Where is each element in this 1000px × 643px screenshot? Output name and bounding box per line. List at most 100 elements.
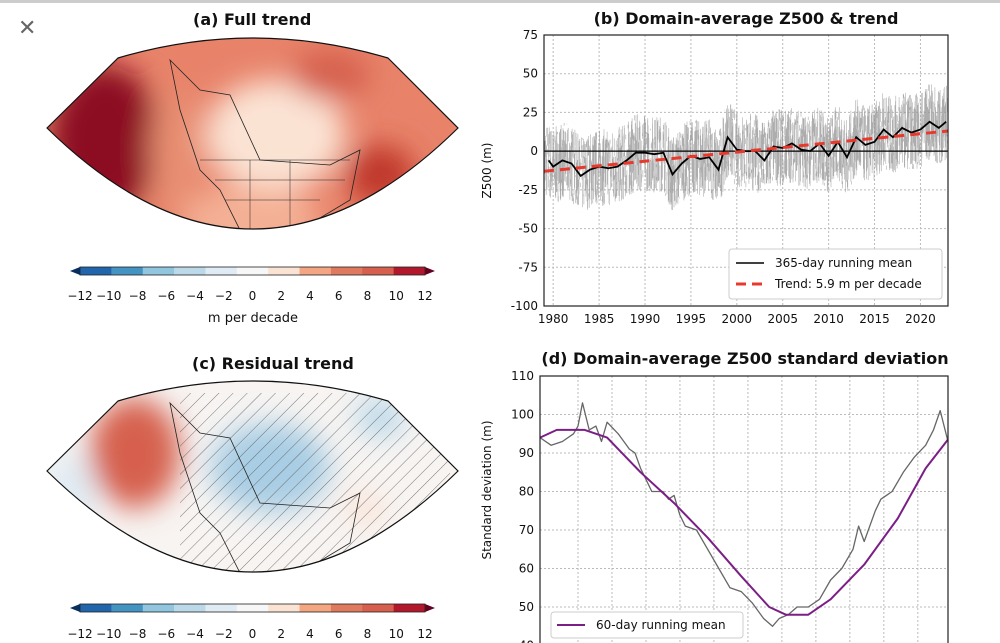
colorbar-tick-label: −6 xyxy=(157,627,175,641)
colorbar-tick-label: 6 xyxy=(335,289,343,303)
colorbar-tick-label: −10 xyxy=(96,627,121,641)
colorbar-swatch xyxy=(80,267,112,275)
colorbar-tick-label: 2 xyxy=(277,289,285,303)
colorbar-tick-label: −4 xyxy=(186,289,204,303)
colorbar-swatch xyxy=(236,604,269,612)
colorbar-swatch xyxy=(393,267,426,275)
x-tick-label: 1990 xyxy=(630,312,661,326)
colorbar-tick-label: 0 xyxy=(249,289,257,303)
colorbar-tick-label: 10 xyxy=(389,627,404,641)
panel-a-title: (a) Full trend xyxy=(193,10,312,29)
legend-box xyxy=(550,611,744,639)
daily-std-line xyxy=(539,402,949,627)
colorbar-tick-label: −6 xyxy=(157,289,175,303)
colorbar-extend-high xyxy=(425,604,435,612)
y-tick-label: 0 xyxy=(530,144,538,158)
y-tick-label: -25 xyxy=(518,183,538,197)
y-tick-label: 110 xyxy=(511,369,534,383)
colorbar-swatch xyxy=(111,604,144,612)
colorbar-tick-label: −12 xyxy=(67,289,92,303)
colorbar-extend-low xyxy=(70,604,80,612)
colorbar-swatch xyxy=(142,604,175,612)
x-tick-label: 1995 xyxy=(676,312,707,326)
x-tick-label: 2000 xyxy=(722,312,753,326)
colorbar-tick-label: 4 xyxy=(306,289,314,303)
y-tick-label: -100 xyxy=(511,299,538,313)
colorbar-swatch xyxy=(362,604,395,612)
colorbar-swatch xyxy=(205,604,238,612)
y-tick-label: 60 xyxy=(519,562,534,576)
y-tick-label: 100 xyxy=(511,408,534,422)
colorbar-frame xyxy=(79,603,426,613)
colorbar-swatch xyxy=(236,267,269,275)
x-tick-label: 2020 xyxy=(905,312,936,326)
x-tick-label: 1985 xyxy=(584,312,615,326)
y-tick-label: 70 xyxy=(519,523,534,537)
colorbar-tick-label: 4 xyxy=(306,627,314,641)
colorbar-tick-label: 12 xyxy=(417,289,432,303)
plot-frame xyxy=(543,34,949,307)
y-tick-label: 40 xyxy=(519,639,534,643)
colorbar-tick-label: 6 xyxy=(335,627,343,641)
viewer-top-border xyxy=(0,0,1000,3)
colorbar-tick-label: 8 xyxy=(364,627,372,641)
colorbar-tick-label: −8 xyxy=(129,289,147,303)
colorbar-residual-trend: −12 −10 −8 −6 −4 −2 0 2 4 6 8 10 12 xyxy=(67,603,435,641)
colorbar-tick-label: 2 xyxy=(277,627,285,641)
y-tick-label: 50 xyxy=(523,67,538,81)
colorbar-tick-label: −2 xyxy=(215,627,233,641)
colorbar-swatch xyxy=(142,267,175,275)
legend-box xyxy=(728,248,943,300)
running-mean-line xyxy=(547,120,947,178)
colorbar-full-trend: −12 −10 −8 −6 −4 −2 0 2 4 6 8 10 12 xyxy=(67,266,435,303)
colorbar-swatch xyxy=(174,267,206,275)
colorbar-swatch xyxy=(330,267,363,275)
plot-frame xyxy=(539,375,949,643)
colorbar-swatch xyxy=(111,267,144,275)
colorbar-swatch xyxy=(330,604,363,612)
colorbar-swatch xyxy=(174,604,206,612)
y-tick-label: 80 xyxy=(519,485,534,499)
colorbar-label: m per decade xyxy=(208,311,298,326)
x-tick-label: 1980 xyxy=(538,312,569,326)
colorbar-swatch xyxy=(299,604,332,612)
colorbar-tick-label: −10 xyxy=(96,289,121,303)
colorbar-swatch xyxy=(393,604,426,612)
legend: 60-day running mean xyxy=(550,611,744,639)
legend-label-running-mean: 60-day running mean xyxy=(596,618,726,632)
y-tick-label: -75 xyxy=(518,260,538,274)
colorbar-tick-label: −12 xyxy=(67,627,92,641)
colorbar-swatch xyxy=(268,604,301,612)
running-mean-line xyxy=(539,428,949,616)
legend-label-trend: Trend: 5.9 m per decade xyxy=(774,277,922,291)
y-tick-label: 25 xyxy=(523,105,538,119)
colorbar-tick-label: −2 xyxy=(215,289,233,303)
x-tick-label: 2015 xyxy=(859,312,890,326)
y-axis-label: Standard deviation (m) xyxy=(480,420,494,559)
x-tick-label: 2005 xyxy=(767,312,798,326)
close-icon[interactable]: ✕ xyxy=(18,16,37,41)
y-tick-label: 75 xyxy=(523,28,538,42)
x-tick-label: 2010 xyxy=(813,312,844,326)
colorbar-tick-label: −8 xyxy=(129,627,147,641)
colorbar-tick-label: 10 xyxy=(389,289,404,303)
colorbar-tick-label: 12 xyxy=(417,627,432,641)
colorbar-swatch xyxy=(299,267,332,275)
colorbar-swatch xyxy=(80,604,112,612)
colorbar-swatch xyxy=(362,267,395,275)
colorbar-extend-low xyxy=(70,267,80,275)
colorbar-extend-high xyxy=(425,267,435,275)
trend-line xyxy=(543,129,949,173)
colorbar-frame xyxy=(79,266,426,276)
panel-c-title: (c) Residual trend xyxy=(192,354,354,373)
y-tick-label: 50 xyxy=(519,600,534,614)
colorbar-swatch xyxy=(205,267,238,275)
chart-b-title: (b) Domain-average Z500 & trend xyxy=(594,9,899,28)
legend-label-running-mean: 365-day running mean xyxy=(775,256,912,270)
colorbar-tick-label: 0 xyxy=(249,627,257,641)
legend: 365-day running mean Trend: 5.9 m per dec… xyxy=(728,248,943,300)
